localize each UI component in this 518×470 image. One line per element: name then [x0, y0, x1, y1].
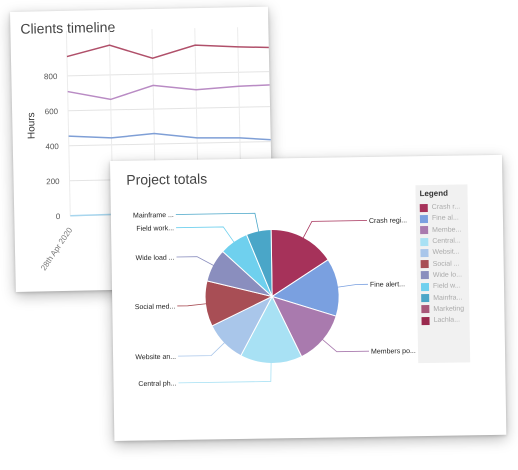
- y-tick-label: 600: [45, 107, 59, 116]
- y-tick-label: 800: [44, 72, 58, 81]
- legend-swatch: [419, 214, 429, 224]
- legend-label: Central...: [432, 237, 461, 245]
- y-axis-label: Hours: [26, 112, 38, 139]
- pie-leader-line: [301, 220, 367, 241]
- pie-label: Field work...: [136, 225, 174, 233]
- series-line-0: [66, 44, 274, 60]
- pie-label: Social med...: [135, 303, 176, 311]
- legend-item[interactable]: Social ...: [417, 258, 469, 270]
- legend-item[interactable]: Crash r...: [416, 201, 468, 213]
- legend-swatch: [420, 271, 429, 280]
- pie-leader-line: [178, 340, 228, 357]
- x-gridline: [65, 30, 71, 216]
- legend-item[interactable]: Central...: [416, 235, 468, 247]
- legend-item[interactable]: Wide lo...: [417, 269, 469, 281]
- y-tick-label: 200: [46, 177, 60, 186]
- pie-label: Website an...: [135, 354, 176, 362]
- legend-label: Fine al...: [431, 214, 459, 223]
- legend-label: Mainfra...: [433, 293, 463, 302]
- pie-label: Mainframe ...: [133, 212, 174, 220]
- pie-leader-line: [178, 359, 272, 384]
- pie-leader-line: [176, 226, 237, 246]
- legend-label: Crash r...: [431, 203, 461, 212]
- pie-leader-line: [319, 337, 370, 353]
- legend-swatch: [420, 226, 429, 235]
- legend-item[interactable]: Mainfra...: [417, 292, 469, 304]
- legend-label: Websit...: [432, 248, 460, 257]
- pie-label: Fine alert...: [370, 281, 405, 289]
- legend-label: Membe...: [432, 226, 462, 234]
- legend-item[interactable]: Membe...: [416, 224, 468, 236]
- legend-swatch: [420, 248, 429, 257]
- project-totals-pie: Crash regi... Fine alert... Members po... C…: [133, 212, 416, 388]
- pie-leader-line: [334, 283, 368, 288]
- legend-item[interactable]: Fine al...: [416, 213, 468, 225]
- pie-leader-line: [176, 256, 217, 268]
- pie-legend: Legend Crash r... Fine al... Membe... Centr…: [415, 184, 471, 364]
- legend-swatch: [420, 260, 429, 269]
- legend-label: Wide lo...: [432, 271, 463, 279]
- pie-label: Wide load ...: [136, 255, 175, 263]
- legend-swatch: [419, 203, 428, 212]
- project-totals-card: Project totals Crash regi... Fine alert..…: [110, 154, 507, 441]
- legend-label: Field w...: [432, 282, 461, 291]
- x-tick-label: 28th Apr 2020: [39, 225, 75, 272]
- legend-label: Social ...: [432, 260, 460, 268]
- legend-swatch: [421, 305, 430, 314]
- pie-label: Crash regi...: [369, 217, 407, 225]
- legend-swatch: [421, 316, 430, 325]
- legend-item[interactable]: Marketing: [417, 303, 469, 315]
- pie-leader-line: [177, 302, 210, 307]
- legend-item[interactable]: Field w...: [417, 280, 469, 292]
- y-gridline: [68, 106, 271, 112]
- series-line-2: [68, 132, 274, 142]
- y-tick-label: 400: [45, 142, 59, 151]
- legend-title: Legend: [419, 188, 449, 199]
- series-line-1: [67, 83, 274, 101]
- legend-swatch: [420, 237, 429, 246]
- pie-label: Members po...: [371, 348, 416, 356]
- legend-swatch: [420, 282, 430, 291]
- y-gridline: [68, 141, 271, 147]
- pie-leader-line: [175, 212, 260, 235]
- legend-label: Marketing: [433, 305, 465, 313]
- legend-item[interactable]: Lachla...: [417, 314, 469, 326]
- legend-label: Lachla...: [433, 316, 461, 325]
- legend-swatch: [421, 294, 430, 303]
- y-gridline: [67, 71, 270, 77]
- y-tick-label: 0: [56, 212, 61, 221]
- pie-label: Central ph...: [138, 380, 176, 388]
- legend-item[interactable]: Websit...: [416, 247, 468, 259]
